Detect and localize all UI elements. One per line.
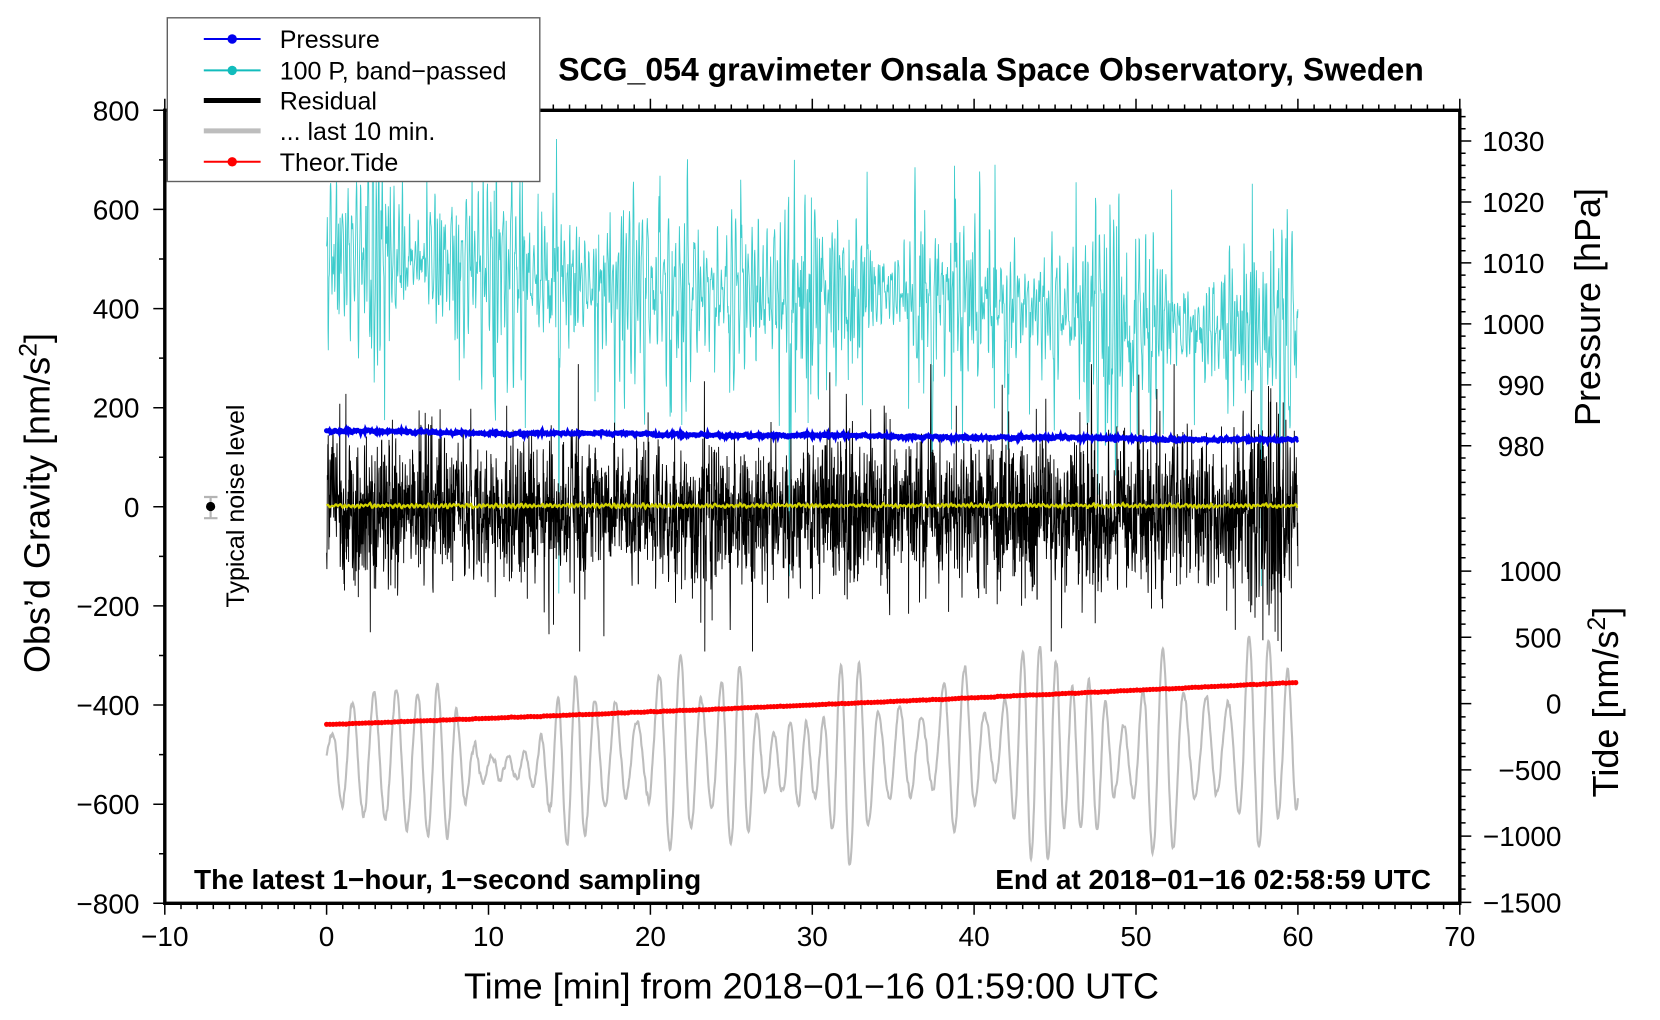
svg-text:−1000: −1000 [1483,821,1562,852]
svg-text:−200: −200 [76,591,139,622]
svg-text:Obs’d Gravity [nm/s2]: Obs’d Gravity [nm/s2] [15,333,58,673]
svg-text:−600: −600 [76,789,139,820]
svg-text:0: 0 [1546,689,1562,720]
svg-text:30: 30 [797,921,828,952]
svg-text:400: 400 [93,294,140,325]
svg-text:Pressure [hPa]: Pressure [hPa] [1567,188,1608,426]
svg-text:100 P, band−passed: 100 P, band−passed [280,57,507,85]
svg-text:1010: 1010 [1482,248,1544,279]
svg-text:600: 600 [93,194,140,225]
svg-text:70: 70 [1444,921,1475,952]
svg-text:−10: −10 [141,921,189,952]
svg-text:Residual: Residual [280,88,377,116]
svg-text:990: 990 [1498,370,1545,401]
svg-text:−800: −800 [76,888,139,919]
svg-text:0: 0 [124,492,140,523]
svg-text:200: 200 [93,393,140,424]
svg-text:End at 2018−01−16 02:58:59 UTC: End at 2018−01−16 02:58:59 UTC [995,864,1431,895]
svg-text:60: 60 [1282,921,1313,952]
svg-text:1000: 1000 [1499,556,1561,587]
svg-text:The latest 1−hour, 1−second sa: The latest 1−hour, 1−second sampling [194,864,701,895]
svg-text:−1500: −1500 [1483,887,1562,918]
svg-text:Theor.Tide: Theor.Tide [280,149,399,177]
svg-text:800: 800 [93,95,140,126]
svg-text:40: 40 [959,921,990,952]
svg-text:Time [min] from 2018−01−16 01:: Time [min] from 2018−01−16 01:59:00 UTC [464,966,1159,1007]
svg-text:... last 10 min.: ... last 10 min. [280,118,436,146]
svg-text:Typical noise level: Typical noise level [222,405,250,608]
svg-text:500: 500 [1515,622,1562,653]
svg-text:Pressure: Pressure [280,26,380,54]
svg-text:1020: 1020 [1482,187,1544,218]
svg-text:10: 10 [473,921,504,952]
svg-text:Tide [nm/s2]: Tide [nm/s2] [1583,607,1626,798]
svg-text:20: 20 [635,921,666,952]
svg-text:980: 980 [1498,431,1545,462]
svg-text:SCG_054 gravimeter Onsala Spac: SCG_054 gravimeter Onsala Space Observat… [558,52,1424,88]
svg-text:−500: −500 [1498,755,1561,786]
svg-text:0: 0 [319,921,335,952]
svg-text:1030: 1030 [1482,126,1544,157]
svg-text:1000: 1000 [1482,309,1544,340]
svg-text:−400: −400 [76,690,139,721]
svg-text:50: 50 [1120,921,1151,952]
